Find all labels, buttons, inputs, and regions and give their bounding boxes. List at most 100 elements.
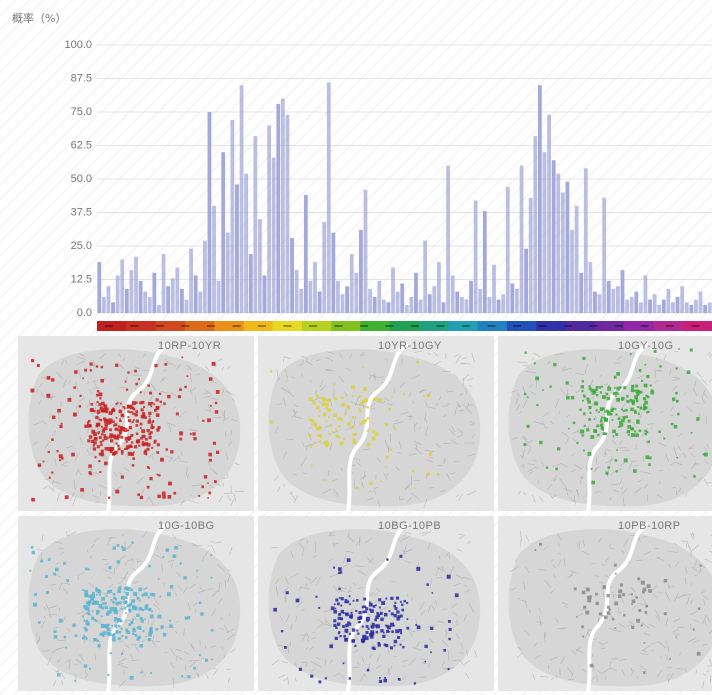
street-mark [518,411,522,415]
street-mark [119,576,127,585]
street-mark [283,356,291,359]
color-point [384,612,388,617]
color-point [644,432,648,436]
bar [533,136,538,313]
color-point [347,621,350,624]
color-point [108,420,112,424]
color-point [388,610,391,612]
street-mark [179,500,185,506]
street-mark [467,453,476,457]
color-point [386,558,389,561]
color-point [372,605,376,608]
street-mark [442,414,447,418]
street-mark [538,607,542,613]
color-point [363,398,368,403]
color-point [285,591,289,595]
street-mark [118,352,121,358]
color-point [348,677,352,680]
map-canvas [268,522,481,691]
color-point [121,452,124,455]
street-mark [174,630,178,634]
street-mark [587,632,591,637]
color-point [112,546,116,550]
color-point [631,603,633,605]
color-point [63,635,67,639]
color-point [203,475,208,479]
street-mark [163,582,165,588]
color-point [327,408,331,413]
color-point [201,485,204,489]
street-mark [533,642,538,647]
bar [368,288,372,313]
color-point [598,612,603,616]
street-mark [448,428,456,436]
color-point [621,418,625,423]
bar [446,165,450,313]
street-mark [689,444,695,449]
street-mark [277,486,281,492]
bar [303,195,308,313]
color-point [430,651,432,654]
bar [684,302,689,313]
color-point [127,404,131,409]
color-point [354,644,357,647]
color-point [140,671,143,674]
street-mark [466,378,474,381]
street-mark [602,592,605,598]
bar [124,288,129,313]
city-area [508,529,712,687]
street-mark [420,610,426,616]
street-mark [441,640,449,647]
bar [166,286,171,313]
street-mark [338,375,345,383]
street-mark [86,381,90,385]
street-mark [180,460,188,463]
street-mark [40,551,43,561]
street-mark [527,463,535,465]
color-point [616,386,621,391]
color-point [335,626,338,629]
street-mark [318,664,322,668]
street-mark [450,439,458,445]
street-mark [435,567,439,577]
color-point [322,398,327,402]
street-mark [213,668,219,676]
color-point [112,434,116,439]
color-point [82,589,85,592]
color-point [325,420,328,422]
color-point [109,447,113,451]
color-strip-segment [448,321,479,331]
street-mark [678,487,682,493]
color-point [645,455,650,460]
bar [698,291,703,313]
street-mark [156,615,159,620]
street-mark [525,534,530,542]
color-point [100,624,105,628]
street-mark [514,559,518,562]
map-panel: 10RP-10YR [18,336,254,511]
street-mark [45,604,51,613]
street-mark [703,392,708,399]
color-point [616,449,619,451]
street-mark [168,559,175,562]
street-mark [60,461,68,466]
street-mark [218,598,223,604]
street-mark [510,389,518,393]
color-strip-segment [565,321,596,331]
bar [629,296,634,313]
color-point [109,652,112,655]
street-mark [346,367,351,371]
street-mark [703,479,709,486]
color-point [140,436,143,440]
color-point [615,433,619,436]
street-mark [40,392,44,397]
street-mark [48,486,55,492]
street-mark [219,627,225,630]
color-point [361,605,365,609]
street-mark [205,673,209,679]
street-mark [587,423,590,430]
color-point [94,619,98,622]
color-point [619,422,624,427]
color-point [127,436,132,440]
